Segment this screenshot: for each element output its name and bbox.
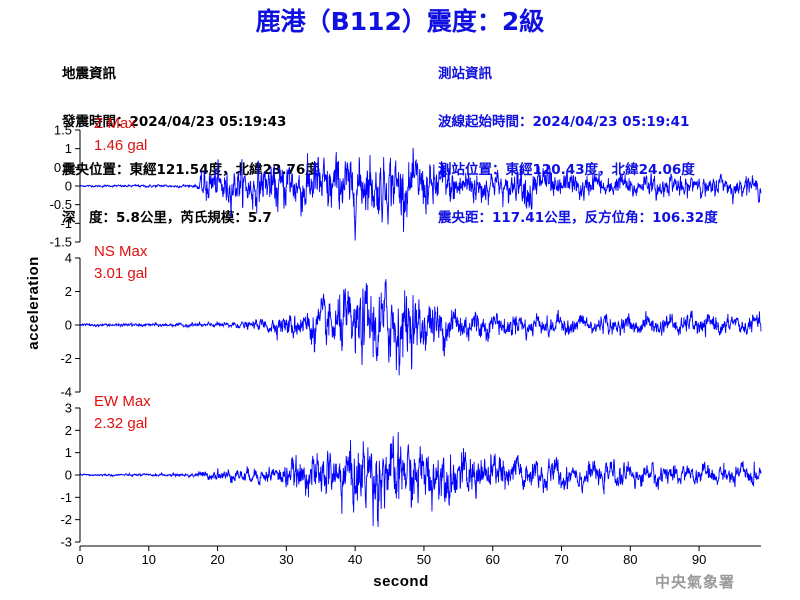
x-tick-label: 20	[210, 552, 224, 567]
epicenter-location: 震央位置：東經121.54度，北緯23.76度	[62, 162, 319, 178]
waveform-ns	[79, 279, 762, 376]
y-tick-label: -2	[60, 351, 72, 366]
chart-title: 鹿港（B112）震度：2級	[255, 7, 545, 36]
y-tick-label: 1	[65, 141, 72, 156]
y-tick-label: 0	[65, 179, 72, 194]
y-tick-label: -1.5	[50, 235, 72, 250]
station-info: 測站資訊 波線起始時間：2024/04/23 05:19:41 測站位置：東經1…	[438, 34, 718, 242]
panel-z: 1.5 1 0.5 0 -0.5 -1 -1.5 Z Max 1.46 gal	[50, 115, 762, 250]
earthquake-info: 地震資訊 發震時間：2024/04/23 05:19:43 震央位置：東經121…	[62, 34, 319, 242]
agency-watermark: 中央氣象署	[655, 573, 736, 591]
panel-max-value: 3.01 gal	[94, 265, 147, 282]
x-tick-label: 90	[692, 552, 706, 567]
panel-ns: 4 2 0 -2 -4 NS Max 3.01 gal	[60, 243, 762, 400]
y-tick-label: 1	[65, 445, 72, 460]
x-tick-label: 60	[485, 552, 499, 567]
waveform-ew	[79, 431, 762, 527]
y-tick-label: 4	[65, 251, 72, 266]
y-tick-label: 0.5	[54, 160, 72, 175]
panel-max-value: 1.46 gal	[94, 137, 147, 154]
y-tick-label: 2	[65, 284, 72, 299]
y-tick-label: -1	[60, 490, 72, 505]
panel-max-label: NS Max	[94, 243, 148, 260]
station-info-heading: 測站資訊	[438, 66, 492, 82]
panel-max-label: Z Max	[94, 115, 136, 132]
x-tick-label: 80	[623, 552, 637, 567]
x-axis-title: second	[373, 573, 429, 590]
x-tick-label: 0	[76, 552, 83, 567]
y-tick-label: 0	[65, 468, 72, 483]
y-tick-label: 2	[65, 423, 72, 438]
y-tick-label: -1	[60, 216, 72, 231]
x-tick-label: 30	[279, 552, 293, 567]
x-tick-label: 70	[554, 552, 568, 567]
origin-time: 發震時間：2024/04/23 05:19:43	[62, 114, 287, 130]
panel-max-label: EW Max	[94, 393, 151, 410]
waveform-z	[79, 147, 762, 241]
x-tick-label: 40	[348, 552, 362, 567]
y-tick-label: -2	[60, 512, 72, 527]
y-tick-label: -4	[60, 385, 72, 400]
panel-max-value: 2.32 gal	[94, 415, 147, 432]
earthquake-info-heading: 地震資訊	[62, 66, 116, 82]
x-tick-label: 10	[142, 552, 156, 567]
station-location: 測站位置：東經120.43度，北緯24.06度	[438, 162, 695, 178]
panel-ew: 3 2 1 0 -1 -2 -3 EW Max 2.32 gal	[60, 393, 762, 550]
y-tick-label: 0	[65, 318, 72, 333]
epicentral-distance: 震央距：117.41公里，反方位角：106.32度	[438, 210, 718, 226]
y-tick-label: -0.5	[50, 197, 72, 212]
wave-start-time: 波線起始時間：2024/04/23 05:19:41	[438, 114, 690, 130]
y-axis-title: acceleration	[25, 256, 42, 350]
y-tick-label: 3	[65, 401, 72, 416]
depth-magnitude: 深 度：5.8公里，芮氏規模：5.7	[62, 210, 272, 226]
x-tick-label: 50	[417, 552, 431, 567]
y-tick-label: 1.5	[54, 123, 72, 138]
y-tick-label: -3	[60, 535, 72, 550]
